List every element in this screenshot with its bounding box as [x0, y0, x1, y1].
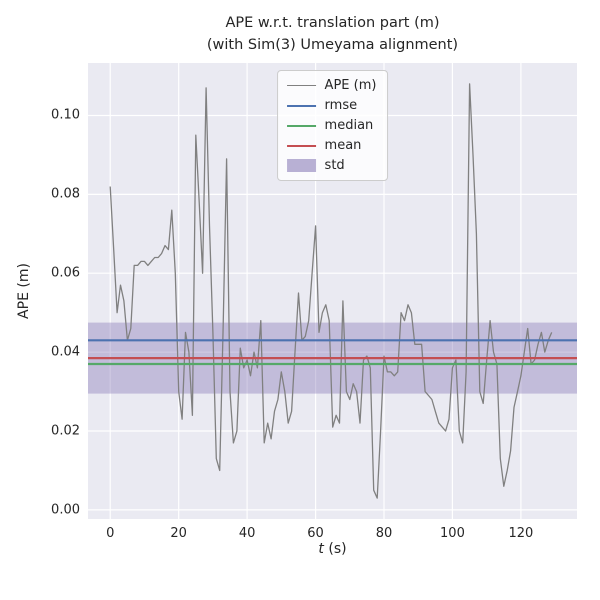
legend-swatch-line	[286, 104, 316, 107]
x-tick-label: 80	[375, 526, 393, 541]
y-tick-label: 0.08	[51, 186, 80, 202]
legend: APE (m) rmse median mean std	[276, 70, 389, 181]
x-tick-label: 120	[508, 526, 534, 541]
x-tick-label: 40	[238, 526, 256, 541]
legend-swatch-line	[286, 124, 316, 127]
y-tick-label: 0.04	[51, 344, 80, 360]
legend-label: rmse	[324, 98, 358, 113]
x-tick-label: 20	[170, 526, 187, 541]
y-tick-label: 0.10	[51, 107, 80, 123]
y-tick-label: 0.00	[51, 502, 80, 518]
x-axis-label-unit: (s)	[323, 541, 347, 557]
legend-swatch-patch	[286, 159, 316, 172]
chart-title: APE w.r.t. translation part (m) (with Si…	[88, 13, 577, 57]
x-tick-label: 0	[106, 526, 115, 541]
plot-area: APE (m) rmse median mean std	[88, 63, 577, 519]
chart-title-line2: (with Sim(3) Umeyama alignment)	[206, 36, 459, 53]
legend-label: median	[324, 118, 374, 133]
chart-title-line1: APE w.r.t. translation part (m)	[225, 15, 440, 31]
x-axis-label: t (s)	[88, 541, 577, 557]
legend-label: std	[324, 158, 345, 173]
legend-item-median: median	[286, 118, 377, 133]
y-tick-label: 0.06	[51, 265, 80, 281]
legend-item-std: std	[286, 158, 377, 173]
y-tick-label: 0.02	[51, 423, 80, 439]
legend-label: mean	[324, 138, 362, 153]
legend-item-mean: mean	[286, 138, 377, 153]
legend-swatch-line	[286, 144, 316, 147]
x-tick-label: 60	[307, 526, 324, 541]
legend-item-ape-m-: APE (m)	[286, 78, 377, 93]
legend-item-rmse: rmse	[286, 98, 377, 113]
x-axis-label-var: t	[318, 541, 324, 557]
x-tick-label: 100	[440, 526, 465, 541]
legend-label: APE (m)	[324, 78, 377, 93]
y-axis-label: APE (m)	[16, 263, 32, 319]
legend-swatch-line	[286, 85, 316, 86]
